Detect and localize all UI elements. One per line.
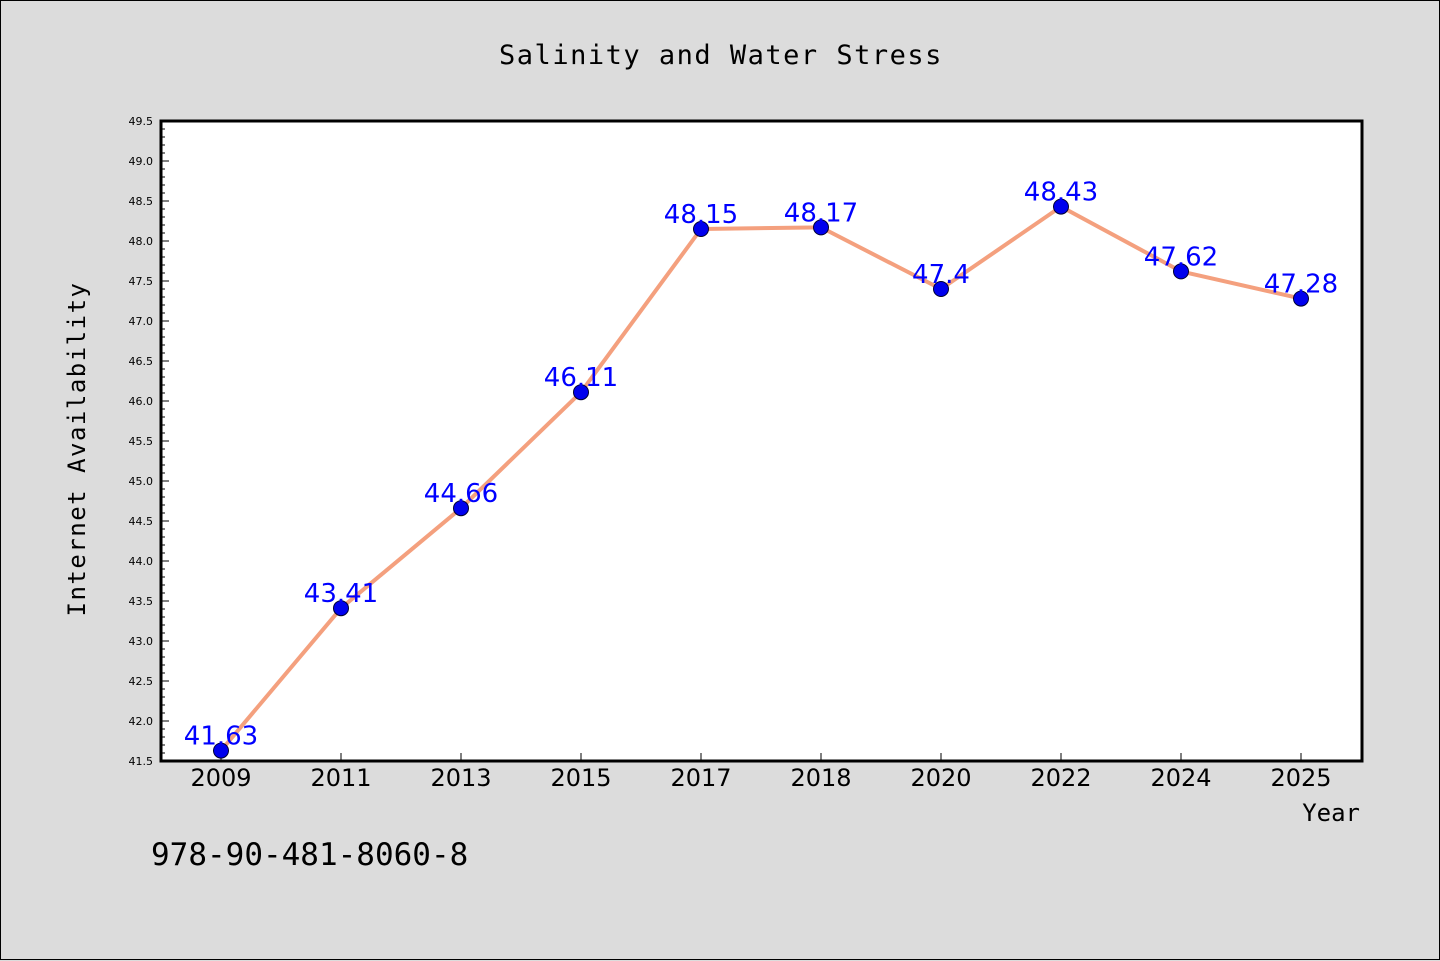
y-tick-label: 44.0 bbox=[129, 555, 154, 568]
x-tick-label: 2022 bbox=[1030, 764, 1091, 792]
x-tick-label: 2015 bbox=[550, 764, 611, 792]
data-point bbox=[693, 221, 709, 237]
x-tick-label: 2018 bbox=[790, 764, 851, 792]
y-tick-label: 45.5 bbox=[129, 435, 154, 448]
data-point bbox=[813, 219, 829, 236]
x-tick-label: 2024 bbox=[1150, 764, 1211, 792]
x-axis-label: Year bbox=[1302, 799, 1360, 827]
data-label: 47.62 bbox=[1144, 242, 1218, 272]
y-tick-label: 47.5 bbox=[129, 275, 154, 288]
x-tick-label: 2013 bbox=[430, 764, 491, 792]
data-label: 41.63 bbox=[184, 722, 258, 752]
data-label: 44.66 bbox=[424, 479, 498, 509]
y-tick-label: 43.0 bbox=[129, 635, 154, 648]
data-point bbox=[333, 600, 349, 617]
y-tick-label: 42.5 bbox=[129, 675, 154, 688]
data-point bbox=[453, 500, 469, 517]
y-tick-label: 48.0 bbox=[129, 235, 154, 248]
data-label: 47.4 bbox=[912, 260, 970, 290]
data-point bbox=[1293, 290, 1309, 307]
chart-title: Salinity and Water Stress bbox=[499, 40, 943, 71]
y-tick-label: 41.5 bbox=[129, 755, 154, 768]
data-point bbox=[1053, 198, 1069, 215]
y-tick-label: 42.0 bbox=[129, 715, 154, 728]
y-tick-label: 45.0 bbox=[129, 475, 154, 488]
data-label: 43.41 bbox=[304, 579, 378, 609]
y-tick-label: 46.0 bbox=[129, 395, 154, 408]
y-tick-label: 46.5 bbox=[129, 355, 154, 368]
data-point bbox=[1173, 263, 1189, 280]
data-point bbox=[213, 742, 229, 759]
data-label: 46.11 bbox=[544, 363, 618, 393]
x-tick-label: 2020 bbox=[910, 764, 971, 792]
plot-area bbox=[159, 119, 1364, 763]
x-tick-label: 2009 bbox=[190, 764, 251, 792]
data-label: 48.43 bbox=[1024, 178, 1098, 208]
y-tick-label: 49.0 bbox=[129, 155, 154, 168]
y-tick-label: 47.0 bbox=[129, 315, 154, 328]
y-tick-label: 49.5 bbox=[129, 115, 154, 128]
series-layer: 41.63 43.41 44.66 46.11 48.15 48.17 47.4 48.43 4… bbox=[184, 178, 1338, 759]
y-axis-label: Internet Availability bbox=[63, 282, 91, 617]
data-label: 47.28 bbox=[1264, 270, 1338, 300]
series-line bbox=[219, 204, 1303, 753]
data-label: 48.17 bbox=[784, 198, 858, 228]
y-tick-label: 43.5 bbox=[129, 595, 154, 608]
data-point bbox=[933, 281, 949, 297]
x-axis: 2009 2011 2013 2015 2017 2018 2020 2022 2024 2025 bbox=[190, 753, 1332, 792]
isbn-annotation: 978-90-481-8060-8 bbox=[151, 837, 468, 873]
x-tick-label: 2011 bbox=[310, 764, 371, 792]
y-tick-label: 44.5 bbox=[129, 515, 154, 528]
data-point bbox=[573, 384, 589, 401]
x-tick-label: 2017 bbox=[670, 764, 731, 792]
data-label: 48.15 bbox=[664, 200, 738, 230]
x-tick-label: 2025 bbox=[1270, 764, 1331, 792]
y-tick-label: 48.5 bbox=[129, 195, 154, 208]
y-axis: 41.5 42.0 42.5 43.0 43.5 44.0 44.5 45.0 45.5 46.0… bbox=[129, 115, 169, 768]
